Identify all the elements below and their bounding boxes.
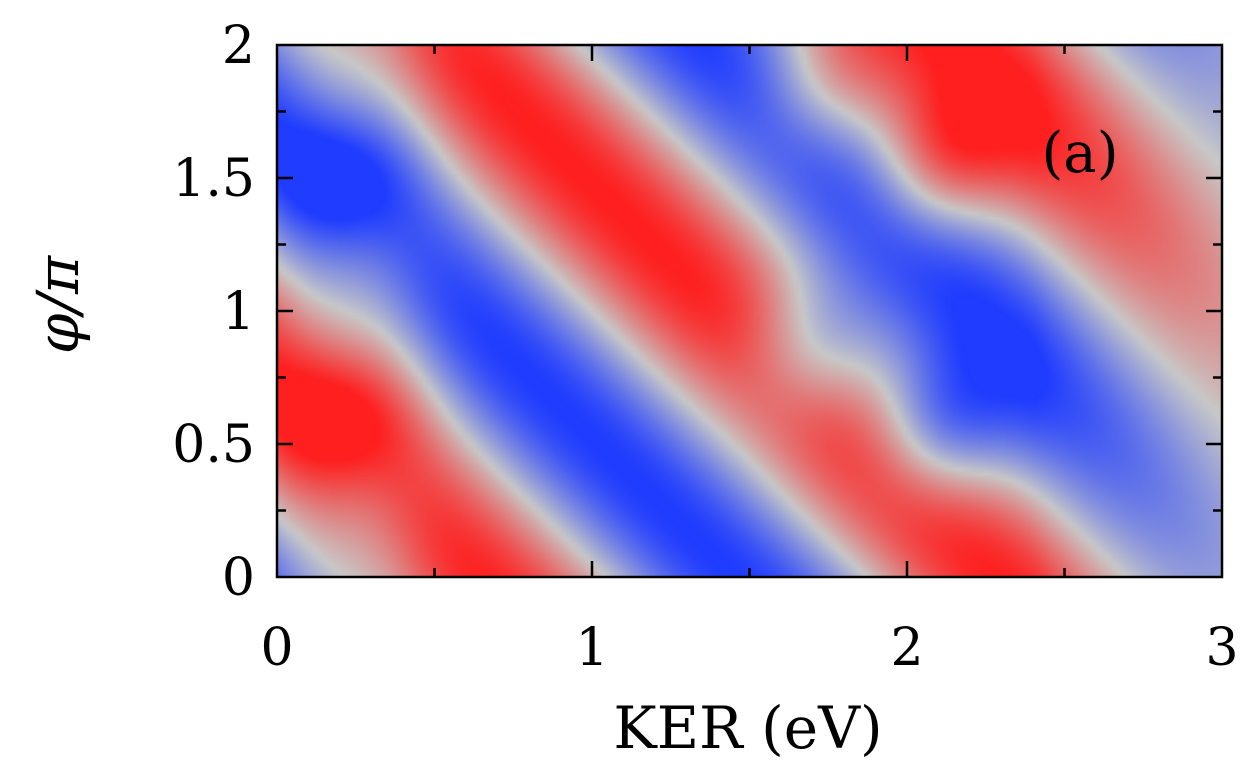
y-tick-label: 1.5: [172, 149, 255, 209]
y-tick-label: 0.5: [172, 415, 255, 475]
y-tick-label: 0: [222, 548, 255, 608]
x-tick-label: 2: [890, 618, 923, 678]
x-tick-label: 3: [1205, 618, 1238, 678]
x-tick-label: 1: [575, 618, 608, 678]
x-tick-label: 0: [260, 618, 293, 678]
y-axis-label: φ/π: [24, 255, 92, 354]
y-tick-label: 1: [222, 282, 255, 342]
y-tick-label: 2: [222, 16, 255, 76]
panel-label: (a): [1041, 121, 1118, 186]
axis-tick-labels: 0 1 2 3 0 0.5 1 1.5 2: [172, 16, 1238, 678]
heatmap-field: [277, 45, 1222, 577]
axis-ticks: [277, 45, 1222, 577]
x-axis-label: KER (eV): [613, 694, 882, 762]
plot-area: [275, 43, 1224, 579]
